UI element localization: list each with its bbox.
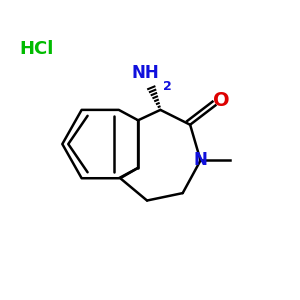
Text: N: N (194, 152, 208, 169)
Text: NH: NH (131, 64, 159, 82)
Text: O: O (213, 92, 230, 110)
Text: HCl: HCl (20, 40, 54, 58)
Text: 2: 2 (164, 80, 172, 93)
